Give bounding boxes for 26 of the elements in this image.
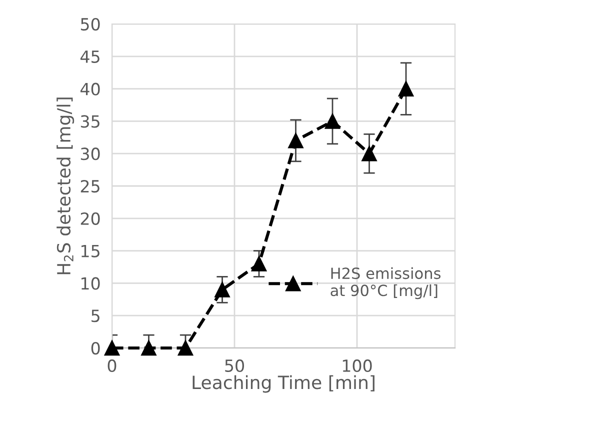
- x-tick-label: 100: [342, 359, 372, 372]
- y-tick-label: 40: [80, 82, 100, 96]
- point: [178, 340, 194, 356]
- y-tick-label: 45: [80, 50, 100, 63]
- x-tick-label: 0: [108, 359, 116, 372]
- point: [251, 256, 267, 272]
- point: [141, 340, 156, 356]
- y-tick-label: 25: [80, 180, 100, 193]
- y-tick-label: 20: [80, 212, 100, 225]
- point: [362, 146, 377, 162]
- point: [104, 340, 120, 356]
- legend-label: H2S emissions at 90°C [mg/l]: [330, 267, 441, 300]
- y-tick-label: 35: [80, 115, 100, 128]
- x-tick-label: 50: [225, 359, 244, 372]
- y-axis-title: H$_{2}$S detected [mg/l]: [56, 98, 74, 274]
- y-tick-label: 50: [80, 18, 100, 31]
- y-tick-label: 30: [80, 148, 100, 160]
- y-tick-label: 15: [82, 244, 100, 258]
- point: [214, 282, 230, 298]
- y-tick-label: 5: [92, 310, 100, 322]
- point: [398, 81, 414, 96]
- point: [324, 114, 340, 129]
- y-tick-label: 0: [91, 342, 100, 355]
- point: [288, 133, 304, 148]
- x-axis-title: Leaching Time [min]: [192, 375, 374, 393]
- y-tick-label: 10: [82, 277, 100, 290]
